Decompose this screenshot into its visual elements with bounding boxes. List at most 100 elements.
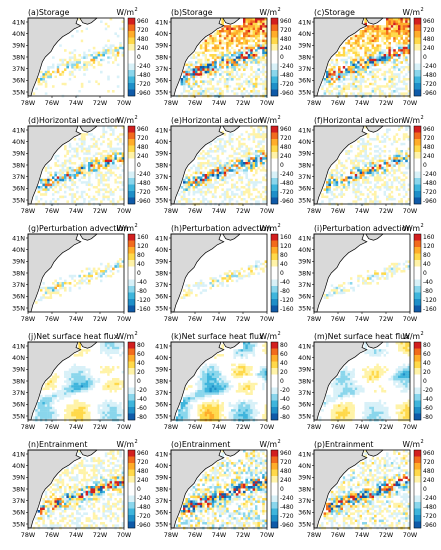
colorbar-tick-label: 480 bbox=[137, 36, 149, 43]
colorbar-tick-label: -120 bbox=[280, 297, 294, 304]
lat-tick-label: 41N bbox=[155, 126, 168, 134]
lat-tick-label: 40N bbox=[155, 354, 168, 362]
colorbar: 960 720 480 240 0 -240 -480 -720 -960 bbox=[413, 125, 437, 205]
lon-tick-label: 78W bbox=[21, 207, 36, 215]
panel-title: (k)Net surface heat flux bbox=[171, 332, 264, 341]
colorbar-tick-label: 0 bbox=[423, 378, 427, 385]
lon-tick-label: 70W bbox=[260, 423, 275, 431]
lat-tick-label: 39N bbox=[12, 474, 25, 482]
panel-title: (e)Horizontal advection bbox=[171, 116, 263, 125]
lat-tick-label: 39N bbox=[155, 150, 168, 158]
colorbar-tick-label: -480 bbox=[137, 180, 151, 187]
colorbar-tick-label: 480 bbox=[137, 144, 149, 151]
colorbar-tick-label: 0 bbox=[280, 270, 284, 277]
colorbar-tick-label: 20 bbox=[280, 369, 288, 376]
colorbar-tick-label: 480 bbox=[423, 144, 435, 151]
colorbar-tick-label: 80 bbox=[280, 342, 288, 349]
lat-tick-label: 41N bbox=[12, 126, 25, 134]
colorbar-tick-label: -120 bbox=[137, 297, 151, 304]
units-exponent: 2 bbox=[278, 115, 281, 121]
lat-tick-label: 41N bbox=[155, 234, 168, 242]
land-mask bbox=[313, 125, 368, 205]
units-label: W/m bbox=[260, 8, 277, 17]
lat-tick-label: 41N bbox=[298, 342, 311, 350]
lat-tick-label: 37N bbox=[155, 281, 168, 289]
colorbar-tick-label: -480 bbox=[423, 72, 437, 79]
lat-tick-label: 38N bbox=[298, 377, 311, 385]
panel-title: (f)Horizontal advection bbox=[314, 116, 404, 125]
colorbar-tick-label: -480 bbox=[280, 72, 294, 79]
lon-tick-label: 70W bbox=[403, 99, 418, 107]
lat-tick-label: 39N bbox=[155, 258, 168, 266]
lat-tick-label: 41N bbox=[155, 450, 168, 458]
lon-tick-label: 72W bbox=[236, 531, 251, 539]
lat-tick-label: 39N bbox=[155, 366, 168, 374]
colorbar-tick-label: 0 bbox=[280, 378, 284, 385]
colorbar-tick-label: 40 bbox=[137, 360, 145, 367]
colorbar-tick-label: -960 bbox=[137, 198, 151, 205]
colorbar-tick-label: 0 bbox=[280, 162, 284, 169]
colorbar-tick-label: 120 bbox=[423, 243, 435, 250]
lat-tick-label: 35N bbox=[155, 412, 168, 420]
map-panel-h: 41N 40N 39N 38N 37N 36N 35N 78W 76W 74W 72W 70W (h)P… bbox=[155, 223, 294, 323]
lat-tick-label: 36N bbox=[12, 185, 25, 193]
land-mask bbox=[313, 233, 368, 313]
colorbar-tick-label: 0 bbox=[137, 54, 141, 61]
colorbar-tick-label: -20 bbox=[280, 387, 290, 394]
lat-tick-label: 35N bbox=[298, 88, 311, 96]
lon-tick-label: 76W bbox=[331, 423, 346, 431]
lat-tick-label: 38N bbox=[155, 269, 168, 277]
colorbar-tick-label: 240 bbox=[423, 153, 435, 160]
map-panel-m: 41N 40N 39N 38N 37N 36N 35N 78W 76W 74W 72W 70W (m)N… bbox=[298, 331, 433, 431]
colorbar-tick-label: 20 bbox=[137, 369, 145, 376]
lon-tick-label: 70W bbox=[117, 99, 132, 107]
colorbar-tick-label: 720 bbox=[280, 135, 292, 142]
lon-tick-label: 76W bbox=[188, 531, 203, 539]
lat-tick-label: 37N bbox=[12, 173, 25, 181]
lat-tick-label: 38N bbox=[12, 377, 25, 385]
lat-tick-label: 41N bbox=[155, 342, 168, 350]
lat-tick-label: 40N bbox=[12, 138, 25, 146]
lon-tick-label: 76W bbox=[45, 99, 60, 107]
colorbar-tick-label: -960 bbox=[423, 522, 437, 529]
colorbar-tick-label: 240 bbox=[280, 477, 292, 484]
lat-tick-label: 38N bbox=[12, 269, 25, 277]
map-panel-p: 41N 40N 39N 38N 37N 36N 35N 78W 76W 74W 72W 70W (p)E… bbox=[298, 439, 437, 539]
colorbar-tick-label: 0 bbox=[137, 486, 141, 493]
lat-tick-label: 40N bbox=[298, 138, 311, 146]
colorbar-tick-label: -120 bbox=[423, 297, 437, 304]
lon-tick-label: 70W bbox=[260, 531, 275, 539]
lat-tick-label: 41N bbox=[12, 234, 25, 242]
colorbar-tick-label: -240 bbox=[280, 171, 294, 178]
colorbar-tick-label: -720 bbox=[423, 513, 437, 520]
lat-tick-label: 40N bbox=[155, 138, 168, 146]
colorbar-tick-label: 240 bbox=[423, 45, 435, 52]
colorbar-tick-label: -720 bbox=[137, 81, 151, 88]
colorbar-tick-label: 0 bbox=[137, 162, 141, 169]
colorbar-tick-label: 120 bbox=[280, 243, 292, 250]
panel-title: (o)Entrainment bbox=[171, 440, 230, 449]
colorbar: 160 120 80 40 0 -40 -80 -120 -160 bbox=[270, 233, 294, 313]
colorbar-tick-label: -480 bbox=[280, 180, 294, 187]
colorbar: 80 60 40 20 0 -20 -40 -60 -80 bbox=[413, 341, 433, 421]
lon-tick-label: 72W bbox=[93, 207, 108, 215]
lon-tick-label: 72W bbox=[93, 315, 108, 323]
lon-tick-label: 72W bbox=[379, 315, 394, 323]
lat-tick-label: 39N bbox=[155, 42, 168, 50]
lon-tick-label: 78W bbox=[164, 315, 179, 323]
lon-tick-label: 78W bbox=[307, 423, 322, 431]
colorbar-tick-label: -40 bbox=[423, 279, 433, 286]
colorbar-tick-label: -160 bbox=[137, 306, 151, 313]
lon-tick-label: 76W bbox=[45, 315, 60, 323]
lat-tick-label: 41N bbox=[12, 450, 25, 458]
lon-tick-label: 72W bbox=[379, 207, 394, 215]
lon-tick-label: 76W bbox=[45, 207, 60, 215]
lat-tick-label: 39N bbox=[298, 150, 311, 158]
lat-tick-label: 35N bbox=[298, 304, 311, 312]
colorbar-tick-label: -60 bbox=[137, 405, 147, 412]
lat-tick-label: 37N bbox=[12, 281, 25, 289]
panel-title: (b)Storage bbox=[171, 8, 213, 17]
units-label: W/m bbox=[260, 332, 277, 341]
lon-tick-label: 70W bbox=[117, 531, 132, 539]
colorbar-tick-label: 160 bbox=[280, 234, 292, 241]
